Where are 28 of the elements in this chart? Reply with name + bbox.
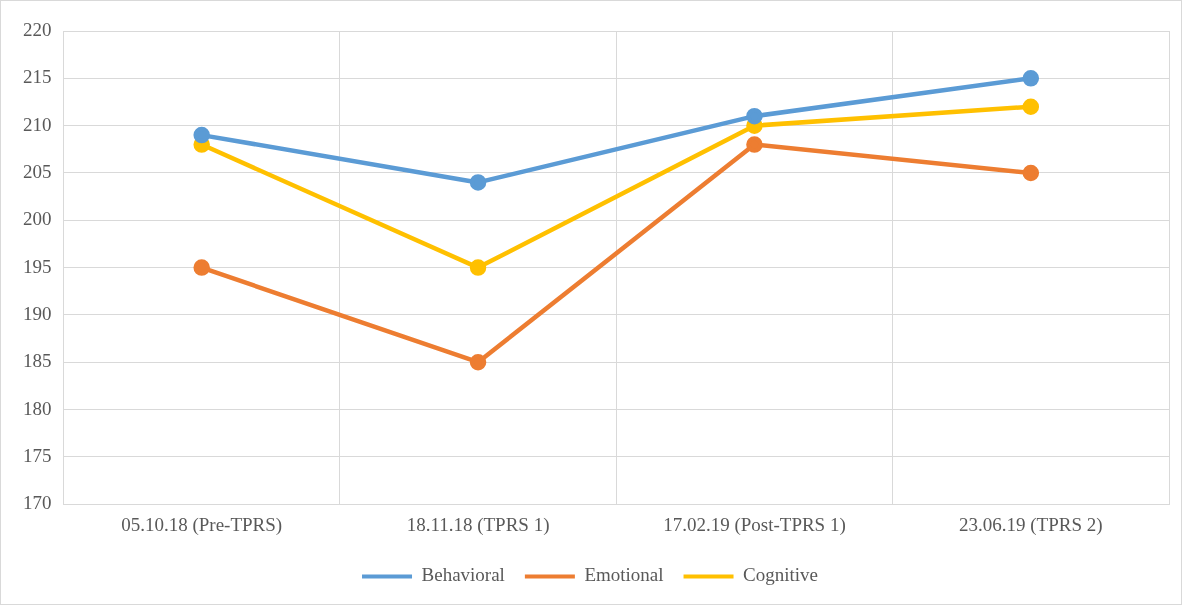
point [469, 259, 487, 276]
legend-label: Emotional [584, 564, 664, 586]
y-tick-label: 185 [23, 350, 52, 372]
point [1022, 98, 1040, 115]
y-tick-label: 220 [23, 18, 52, 40]
x-tick-label: 05.10.18 (Pre-TPRS) [121, 513, 283, 536]
x-tick-label: 17.02.19 (Post-TPRS 1) [663, 513, 846, 536]
legend-label: Cognitive [743, 564, 818, 586]
point [746, 107, 763, 125]
y-tick-label: 200 [23, 208, 52, 230]
point [1022, 70, 1040, 87]
y-tick-label: 180 [23, 397, 52, 419]
point [469, 174, 487, 191]
point [193, 259, 210, 276]
point [1022, 164, 1040, 182]
y-tick-label: 210 [23, 113, 52, 135]
point [469, 353, 487, 371]
legend-label: Behavioral [421, 564, 505, 586]
point [746, 136, 763, 153]
x-tick-label: 23.06.19 (TPRS 2) [959, 513, 1103, 536]
y-tick-label: 175 [23, 444, 52, 466]
point [193, 126, 210, 144]
y-tick-label: 190 [23, 302, 52, 324]
y-tick-label: 195 [23, 255, 52, 277]
y-tick-label: 215 [23, 66, 52, 88]
x-tick-label: 18.11.18 (TPRS 1) [406, 513, 550, 536]
y-tick-label: 205 [23, 160, 52, 182]
y-tick-label: 170 [23, 492, 52, 514]
